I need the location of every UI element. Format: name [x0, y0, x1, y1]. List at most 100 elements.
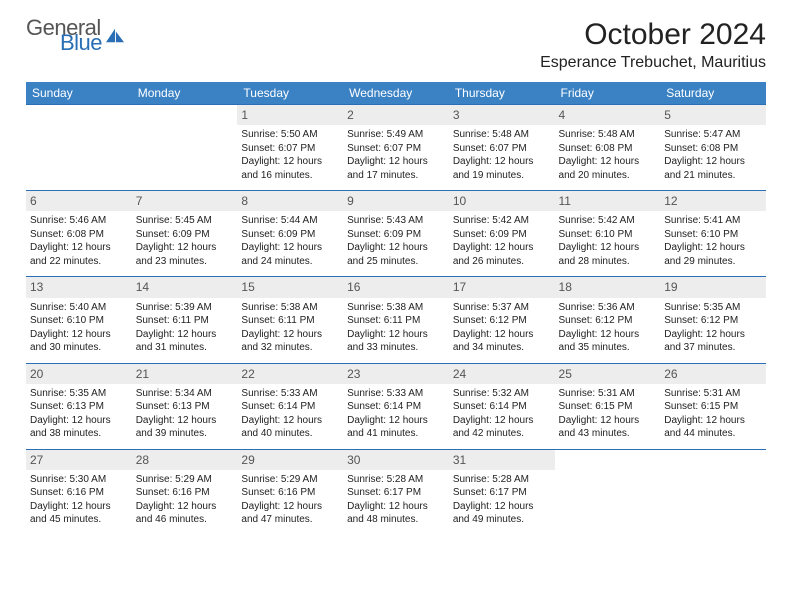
day-number: 12 [660, 191, 766, 211]
location-label: Esperance Trebuchet, Mauritius [540, 54, 766, 72]
calendar-header-row: SundayMondayTuesdayWednesdayThursdayFrid… [26, 82, 766, 105]
day-details: Sunrise: 5:40 AMSunset: 6:10 PMDaylight:… [30, 301, 128, 355]
day-details: Sunrise: 5:41 AMSunset: 6:10 PMDaylight:… [664, 214, 762, 268]
day-number: 20 [26, 364, 132, 384]
day-number: 11 [555, 191, 661, 211]
calendar-cell: 23 Sunrise: 5:33 AMSunset: 6:14 PMDayligh… [343, 363, 449, 449]
calendar-cell: 1Sunrise: 5:50 AMSunset: 6:07 PMDaylight… [237, 105, 343, 191]
calendar-cell: 30 Sunrise: 5:28 AMSunset: 6:17 PMDayligh… [343, 449, 449, 535]
calendar-cell: 6 Sunrise: 5:46 AMSunset: 6:08 PMDaylight… [26, 191, 132, 277]
day-number: 10 [449, 191, 555, 211]
day-number: 19 [660, 277, 766, 297]
calendar-cell: 3Sunrise: 5:48 AMSunset: 6:07 PMDaylight… [449, 105, 555, 191]
day-details: Sunrise: 5:45 AMSunset: 6:09 PMDaylight:… [136, 214, 234, 268]
day-details: Sunrise: 5:29 AMSunset: 6:16 PMDaylight:… [241, 473, 339, 527]
day-number: 9 [343, 191, 449, 211]
calendar-cell: 5 Sunrise: 5:47 AMSunset: 6:08 PMDaylight… [660, 105, 766, 191]
day-number: 16 [343, 277, 449, 297]
day-number: 7 [132, 191, 238, 211]
calendar-cell: 17 Sunrise: 5:37 AMSunset: 6:12 PMDayligh… [449, 277, 555, 363]
day-details: Sunrise: 5:43 AMSunset: 6:09 PMDaylight:… [347, 214, 445, 268]
day-number: 2 [343, 105, 449, 125]
day-details: Sunrise: 5:28 AMSunset: 6:17 PMDaylight:… [453, 473, 551, 527]
calendar-cell: 8Sunrise: 5:44 AMSunset: 6:09 PMDaylight… [237, 191, 343, 277]
day-number: 24 [449, 364, 555, 384]
calendar-cell: 10 Sunrise: 5:42 AMSunset: 6:09 PMDayligh… [449, 191, 555, 277]
day-details: Sunrise: 5:31 AMSunset: 6:15 PMDaylight:… [664, 387, 762, 441]
day-details: Sunrise: 5:47 AMSunset: 6:08 PMDaylight:… [664, 128, 762, 182]
day-number: 27 [26, 450, 132, 470]
calendar-row: 20 Sunrise: 5:35 AMSunset: 6:13 PMDayligh… [26, 363, 766, 449]
calendar-cell-empty [555, 449, 661, 535]
day-details: Sunrise: 5:35 AMSunset: 6:13 PMDaylight:… [30, 387, 128, 441]
calendar-cell: 4 Sunrise: 5:48 AMSunset: 6:08 PMDaylight… [555, 105, 661, 191]
calendar-row: 13 Sunrise: 5:40 AMSunset: 6:10 PMDayligh… [26, 277, 766, 363]
day-number: 30 [343, 450, 449, 470]
day-number: 28 [132, 450, 238, 470]
day-details: Sunrise: 5:48 AMSunset: 6:08 PMDaylight:… [559, 128, 657, 182]
day-number: 1 [237, 105, 343, 125]
calendar-row: 1Sunrise: 5:50 AMSunset: 6:07 PMDaylight… [26, 105, 766, 191]
header: General Blue October 2024 Esperance Treb… [26, 18, 766, 72]
day-header: Thursday [449, 82, 555, 105]
day-details: Sunrise: 5:38 AMSunset: 6:11 PMDaylight:… [347, 301, 445, 355]
day-details: Sunrise: 5:37 AMSunset: 6:12 PMDaylight:… [453, 301, 551, 355]
day-details: Sunrise: 5:46 AMSunset: 6:08 PMDaylight:… [30, 214, 128, 268]
day-number: 22 [237, 364, 343, 384]
brand-text: General Blue [26, 18, 102, 54]
day-details: Sunrise: 5:33 AMSunset: 6:14 PMDaylight:… [241, 387, 339, 441]
day-header: Wednesday [343, 82, 449, 105]
day-details: Sunrise: 5:34 AMSunset: 6:13 PMDaylight:… [136, 387, 234, 441]
calendar-cell: 11Sunrise: 5:42 AMSunset: 6:10 PMDayligh… [555, 191, 661, 277]
calendar-cell: 2 Sunrise: 5:49 AMSunset: 6:07 PMDaylight… [343, 105, 449, 191]
calendar-table: SundayMondayTuesdayWednesdayThursdayFrid… [26, 82, 766, 535]
day-number: 15 [237, 277, 343, 297]
day-details: Sunrise: 5:31 AMSunset: 6:15 PMDaylight:… [559, 387, 657, 441]
day-details: Sunrise: 5:32 AMSunset: 6:14 PMDaylight:… [453, 387, 551, 441]
day-header: Friday [555, 82, 661, 105]
day-number: 18 [555, 277, 661, 297]
calendar-cell: 28 Sunrise: 5:29 AMSunset: 6:16 PMDayligh… [132, 449, 238, 535]
calendar-cell: 14Sunrise: 5:39 AMSunset: 6:11 PMDayligh… [132, 277, 238, 363]
day-header: Monday [132, 82, 238, 105]
sail-icon [104, 27, 126, 45]
day-number: 31 [449, 450, 555, 470]
day-details: Sunrise: 5:49 AMSunset: 6:07 PMDaylight:… [347, 128, 445, 182]
day-number: 13 [26, 277, 132, 297]
calendar-cell: 15Sunrise: 5:38 AMSunset: 6:11 PMDayligh… [237, 277, 343, 363]
calendar-cell: 19 Sunrise: 5:35 AMSunset: 6:12 PMDayligh… [660, 277, 766, 363]
calendar-cell: 13 Sunrise: 5:40 AMSunset: 6:10 PMDayligh… [26, 277, 132, 363]
calendar-cell: 7 Sunrise: 5:45 AMSunset: 6:09 PMDaylight… [132, 191, 238, 277]
calendar-cell: 25 Sunrise: 5:31 AMSunset: 6:15 PMDayligh… [555, 363, 661, 449]
day-number: 17 [449, 277, 555, 297]
calendar-row: 27Sunrise: 5:30 AMSunset: 6:16 PMDayligh… [26, 449, 766, 535]
day-number: 25 [555, 364, 661, 384]
day-details: Sunrise: 5:29 AMSunset: 6:16 PMDaylight:… [136, 473, 234, 527]
day-number: 23 [343, 364, 449, 384]
calendar-cell: 9 Sunrise: 5:43 AMSunset: 6:09 PMDaylight… [343, 191, 449, 277]
day-details: Sunrise: 5:48 AMSunset: 6:07 PMDaylight:… [453, 128, 551, 182]
calendar-cell: 31 Sunrise: 5:28 AMSunset: 6:17 PMDayligh… [449, 449, 555, 535]
day-header: Saturday [660, 82, 766, 105]
calendar-cell: 24 Sunrise: 5:32 AMSunset: 6:14 PMDayligh… [449, 363, 555, 449]
day-number: 4 [555, 105, 661, 125]
month-title: October 2024 [540, 18, 766, 52]
day-number: 6 [26, 191, 132, 211]
calendar-cell: 18Sunrise: 5:36 AMSunset: 6:12 PMDayligh… [555, 277, 661, 363]
day-number: 5 [660, 105, 766, 125]
day-header: Sunday [26, 82, 132, 105]
calendar-cell-empty [26, 105, 132, 191]
day-details: Sunrise: 5:28 AMSunset: 6:17 PMDaylight:… [347, 473, 445, 527]
brand-logo: General Blue [26, 18, 126, 54]
day-details: Sunrise: 5:33 AMSunset: 6:14 PMDaylight:… [347, 387, 445, 441]
calendar-cell: 12 Sunrise: 5:41 AMSunset: 6:10 PMDayligh… [660, 191, 766, 277]
calendar-cell-empty [132, 105, 238, 191]
day-details: Sunrise: 5:35 AMSunset: 6:12 PMDaylight:… [664, 301, 762, 355]
day-number: 29 [237, 450, 343, 470]
calendar-cell: 16 Sunrise: 5:38 AMSunset: 6:11 PMDayligh… [343, 277, 449, 363]
day-details: Sunrise: 5:42 AMSunset: 6:09 PMDaylight:… [453, 214, 551, 268]
day-number: 14 [132, 277, 238, 297]
calendar-cell: 21Sunrise: 5:34 AMSunset: 6:13 PMDayligh… [132, 363, 238, 449]
brand-word2: Blue [60, 33, 102, 54]
calendar-cell-empty [660, 449, 766, 535]
